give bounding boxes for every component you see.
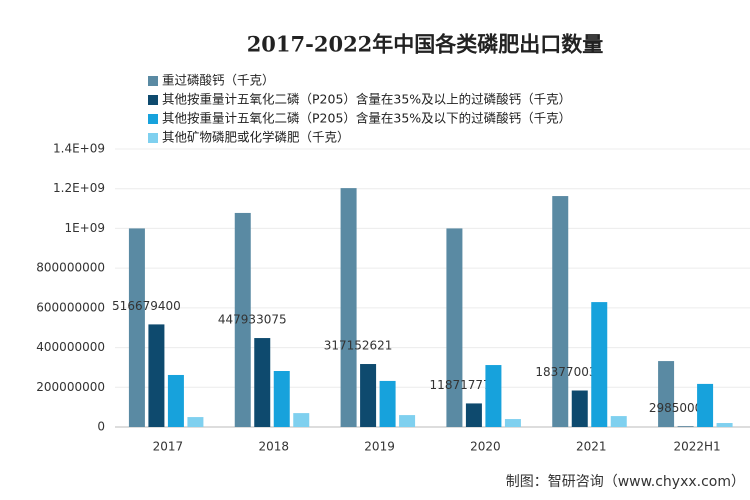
legend-swatch	[148, 95, 158, 105]
bar	[254, 338, 271, 427]
bar	[187, 417, 204, 427]
data-label: 447933075	[218, 313, 287, 327]
chart-title: 2017-2022年中国各类磷肥出口数量	[247, 32, 604, 57]
x-tick-label: 2020	[470, 440, 501, 454]
legend-text: 其他按重量计五氧化二磷（P205）含量在35%及以下的过磷酸钙（千克）	[162, 111, 571, 126]
y-tick-label: 800000000	[36, 261, 105, 275]
y-tick-label: 1E+09	[64, 221, 105, 235]
data-label: 183770030	[535, 365, 604, 379]
y-tick-label: 0	[97, 420, 105, 434]
bar	[360, 364, 377, 427]
y-tick-label: 600000000	[36, 300, 105, 314]
bar	[677, 426, 694, 427]
legend-swatch	[148, 133, 158, 143]
y-tick-label: 1.4E+09	[53, 142, 105, 156]
data-label: 118717779	[430, 378, 499, 392]
bar	[504, 419, 521, 427]
bar	[658, 361, 675, 427]
bar	[379, 380, 396, 427]
source: 制图：智研咨询（www.chyxx.com）	[506, 474, 745, 490]
y-tick-label: 200000000	[36, 380, 105, 394]
legend-swatch	[148, 114, 158, 124]
bar	[340, 188, 357, 427]
bar	[591, 302, 608, 427]
bar	[465, 403, 482, 427]
bar	[293, 413, 310, 427]
bar	[399, 415, 416, 427]
bar	[716, 423, 733, 427]
x-tick-label: 2019	[364, 440, 395, 454]
legend-swatch	[148, 76, 158, 86]
bar	[148, 324, 165, 427]
bar	[571, 390, 588, 427]
data-label: 2985000	[649, 401, 702, 415]
bar	[485, 365, 502, 427]
legend-text: 重过磷酸钙（千克）	[162, 73, 275, 88]
legend-text: 其他按重量计五氧化二磷（P205）含量在35%及以上的过磷酸钙（千克）	[162, 92, 571, 107]
bar	[552, 196, 569, 427]
data-label: 317152621	[324, 339, 393, 353]
x-tick-label: 2022H1	[673, 440, 720, 454]
bar	[128, 228, 145, 427]
x-tick-label: 2021	[576, 440, 607, 454]
bar	[273, 371, 290, 427]
bar	[167, 374, 184, 427]
x-tick-label: 2017	[153, 440, 184, 454]
bar	[610, 416, 627, 427]
bar	[446, 228, 463, 427]
legend-text: 其他矿物磷肥或化学磷肥（千克）	[162, 130, 350, 145]
y-tick-label: 1.2E+09	[53, 181, 105, 195]
y-tick-label: 400000000	[36, 340, 105, 354]
x-tick-label: 2018	[258, 440, 289, 454]
bar	[697, 383, 714, 427]
data-label: 516679400	[112, 299, 181, 313]
bar	[234, 212, 251, 427]
